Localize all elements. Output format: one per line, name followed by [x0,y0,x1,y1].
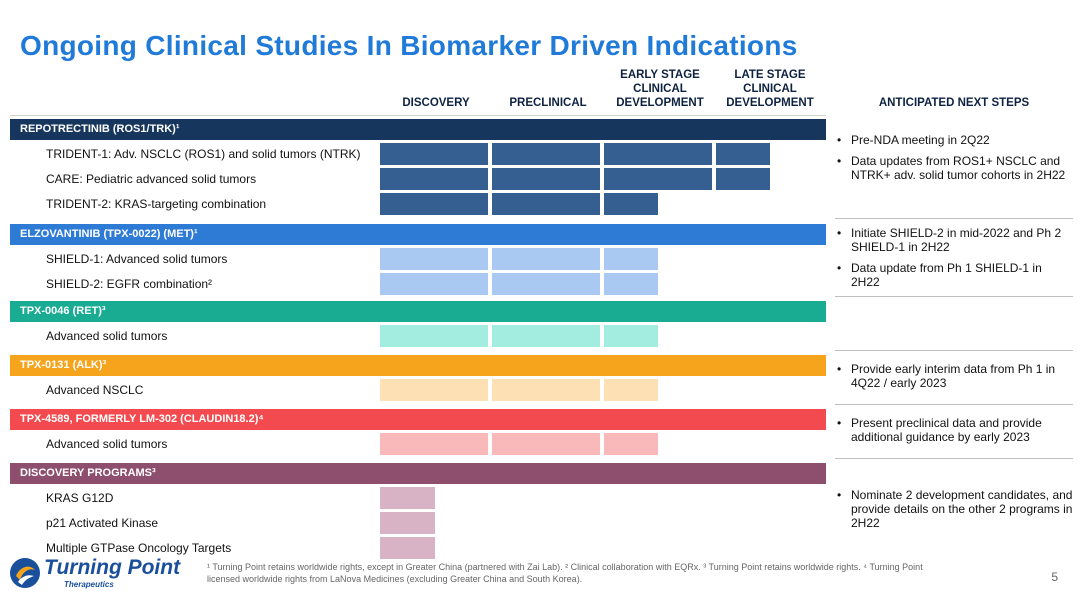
pipeline-progress-bar [380,193,488,215]
study-label: p21 Activated Kinase [46,516,159,530]
program-header-band: DISCOVERY PROGRAMS³ [10,463,826,484]
next-steps-divider [835,404,1073,405]
pipeline-progress-bar [604,379,658,401]
pipeline-progress-bar [492,379,600,401]
study-label: Multiple GTPase Oncology Targets [46,541,232,555]
pipeline-progress-bar [492,433,600,455]
study-label: SHIELD-2: EGFR combination² [46,277,213,291]
next-step-bullet: Present preclinical data and provide add… [835,416,1073,444]
next-steps-block: Pre-NDA meeting in 2Q22 Data updates from… [835,133,1073,189]
column-header-next-steps: ANTICIPATED NEXT STEPS [878,97,1030,109]
pipeline-progress-bar [604,325,658,347]
pipeline-progress-bar [604,273,658,295]
pipeline-progress-bar [492,193,600,215]
pipeline-progress-bar [380,433,488,455]
pipeline-progress-bar [380,248,488,270]
pipeline-progress-bar [604,193,658,215]
pipeline-progress-bar [492,248,600,270]
pipeline-progress-bar [604,248,658,270]
logo-subtitle: Therapeutics [64,580,114,589]
study-label: Advanced solid tumors [46,329,168,343]
pipeline-progress-bar [380,273,488,295]
study-label: SHIELD-1: Advanced solid tumors [46,252,228,266]
next-step-bullet: Data update from Ph 1 SHIELD-1 in 2H22 [835,261,1073,289]
next-step-bullet: Pre-NDA meeting in 2Q22 [835,133,1073,147]
next-step-bullet: Initiate SHIELD-2 in mid-2022 and Ph 2 S… [835,226,1073,254]
pipeline-progress-bar [380,325,488,347]
pipeline-progress-bar [604,168,712,190]
pipeline-progress-bar [604,433,658,455]
pipeline-progress-bar [380,487,435,509]
next-steps-block: Provide early interim data from Ph 1 in … [835,362,1073,397]
next-step-bullet: Nominate 2 development candidates, and p… [835,488,1073,530]
next-step-bullet: Data updates from ROS1+ NSCLC and NTRK+ … [835,154,1073,182]
pipeline-progress-bar [716,168,770,190]
pipeline-progress-bar [380,512,435,534]
turning-point-swirl-icon [10,558,40,588]
pipeline-progress-bar [380,379,488,401]
next-steps-divider [835,458,1073,459]
pipeline-progress-bar [604,143,712,165]
pipeline-progress-bar [380,168,488,190]
page-title: Ongoing Clinical Studies In Biomarker Dr… [20,30,798,61]
column-header-late-stage: LATE STAGE CLINICAL DEVELOPMENT [726,69,814,109]
study-label: KRAS G12D [46,491,114,505]
pipeline-progress-bar [380,143,488,165]
pipeline-progress-bar [716,143,770,165]
next-steps-block: Initiate SHIELD-2 in mid-2022 and Ph 2 S… [835,226,1073,296]
next-steps-block: Present preclinical data and provide add… [835,416,1073,451]
turning-point-logo: Turning Point Therapeutics [8,554,188,592]
column-header-discovery: DISCOVERY [402,97,470,109]
pipeline-progress-bar [492,325,600,347]
study-label: TRIDENT-1: Adv. NSCLC (ROS1) and solid t… [46,147,361,161]
pipeline-progress-bar [492,143,600,165]
pipeline-progress-bar [492,273,600,295]
page-number: 5 [1051,570,1058,584]
program-header-band: TPX-0046 (RET)³ [10,301,826,322]
program-header-band: TPX-4589, FORMERLY LM-302 (CLAUDIN18.2)⁴ [10,409,826,430]
program-header-band: REPOTRECTINIB (ROS1/TRK)¹ [10,119,826,140]
study-label: TRIDENT-2: KRAS-targeting combination [46,197,267,211]
footnote: ¹ Turning Point retains worldwide rights… [207,562,923,584]
header-divider [10,115,826,116]
pipeline-progress-bar [380,537,435,559]
column-header-early-stage: EARLY STAGE CLINICAL DEVELOPMENT [616,69,704,109]
logo-wordmark: Turning Point [44,556,181,579]
program-header-band: ELZOVANTINIB (TPX-0022) (MET)¹ [10,224,826,245]
study-label: Advanced NSCLC [46,383,144,397]
next-steps-block: Nominate 2 development candidates, and p… [835,488,1073,537]
next-step-bullet: Provide early interim data from Ph 1 in … [835,362,1073,390]
program-header-band: TPX-0131 (ALK)³ [10,355,826,376]
next-steps-divider [835,350,1073,351]
column-header-preclinical: PRECLINICAL [509,97,587,109]
next-steps-divider [835,218,1073,219]
study-label: Advanced solid tumors [46,437,168,451]
study-label: CARE: Pediatric advanced solid tumors [46,172,257,186]
next-steps-divider [835,296,1073,297]
pipeline-progress-bar [492,168,600,190]
